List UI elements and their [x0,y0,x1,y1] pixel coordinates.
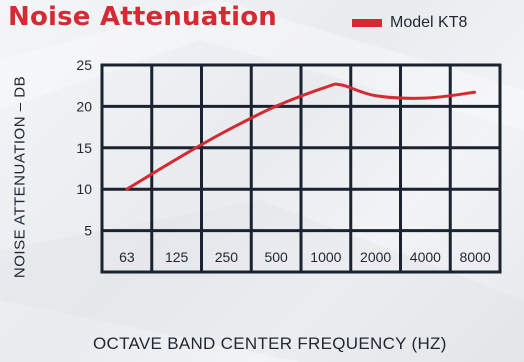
chart-legend: Model KT8 [352,14,467,32]
chart-title: Noise Attenuation [8,2,277,32]
legend-swatch [352,19,382,27]
x-tick-label: 2000 [360,249,391,265]
y-tick-label: 5 [84,223,92,239]
y-tick-label: 20 [76,98,92,114]
x-tick-label: 4000 [410,249,441,265]
y-tick-label: 15 [76,140,92,156]
y-tick-label: 10 [76,181,92,197]
legend-label: Model KT8 [390,14,468,31]
y-tick-labels: 5 10 15 20 25 [76,57,92,239]
x-tick-labels: 63 125 250 500 1000 2000 4000 8000 [119,249,491,265]
x-tick-label: 500 [264,249,288,265]
x-tick-label: 1000 [310,249,341,265]
y-tick-label: 25 [76,57,92,73]
grid [100,63,502,274]
x-axis-label: OCTAVE BAND CENTER FREQUENCY (HZ) [93,334,447,353]
x-tick-label: 250 [215,249,239,265]
x-tick-label: 125 [165,249,189,265]
series-layer [125,82,477,191]
x-tick-label: 63 [119,249,135,265]
x-tick-label: 8000 [460,249,491,265]
series-line-model-kt8 [125,82,477,191]
